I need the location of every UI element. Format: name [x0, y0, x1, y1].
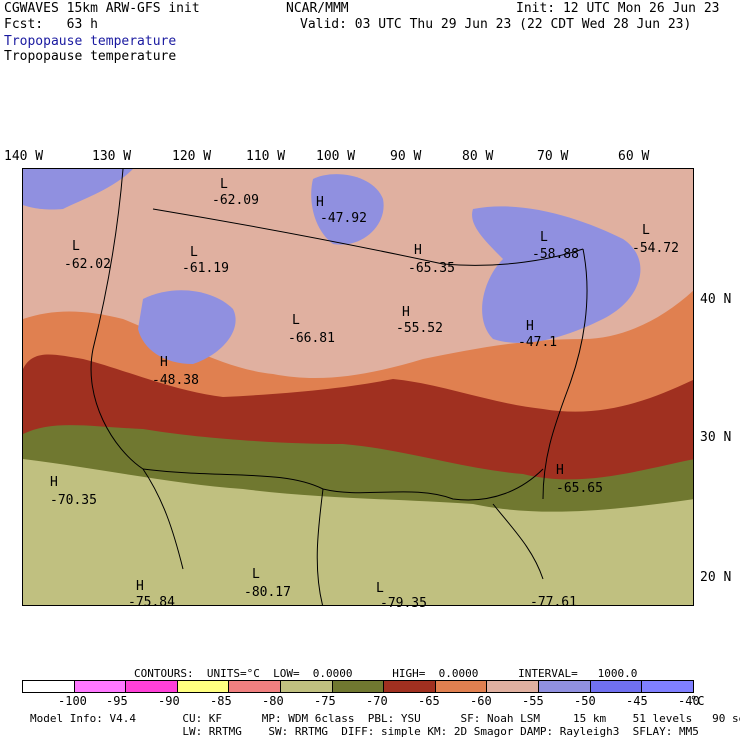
- extremum-letter: H: [50, 475, 58, 490]
- lat-label: 30 N: [700, 430, 732, 445]
- cold-patch-northeast: [472, 206, 641, 343]
- colorbar: [22, 680, 694, 693]
- extremum-value: -62.09: [212, 193, 259, 208]
- extremum-value: -79.35: [380, 596, 427, 611]
- extremum-letter: L: [292, 313, 300, 328]
- extremum-letter: L: [252, 567, 260, 582]
- extremum-value: -75.84: [128, 595, 175, 610]
- colorbar-swatch: [332, 681, 385, 692]
- extremum-value: -80.17: [244, 585, 291, 600]
- extremum-letter: L: [190, 245, 198, 260]
- cold-patch-west: [138, 290, 236, 364]
- forecast-hour: Fcst: 63 h: [4, 17, 98, 32]
- extremum-value: -65.65: [556, 481, 603, 496]
- lon-label: 70 W: [537, 149, 569, 164]
- colorbar-tick: -45: [626, 694, 648, 708]
- organization-label: NCAR/MMM: [286, 1, 349, 16]
- colorbar-tick: -95: [106, 694, 128, 708]
- colorbar-swatch: [23, 681, 75, 692]
- coastlines-and-borders: [90, 169, 588, 605]
- extremum-letter: L: [540, 230, 548, 245]
- model-title: CGWAVES 15km ARW-GFS init: [4, 1, 200, 16]
- lon-label: 60 W: [618, 149, 650, 164]
- lon-label: 120 W: [172, 149, 212, 164]
- colorbar-tick: -90: [158, 694, 180, 708]
- colorbar-tick: -50: [574, 694, 596, 708]
- colorbar-swatch: [435, 681, 488, 692]
- lon-label: 90 W: [390, 149, 422, 164]
- colorbar-unit: °C: [690, 694, 705, 708]
- colorbar-tick: -40: [678, 694, 700, 708]
- field-title: Tropopause temperature: [4, 49, 177, 64]
- colorbar-swatch: [74, 681, 127, 692]
- model-info-line1: Model Info: V4.4 CU: KF MP: WDM 6class P…: [30, 712, 740, 725]
- init-time: Init: 12 UTC Mon 26 Jun 23: [516, 1, 720, 16]
- extremum-value: -58.88: [532, 247, 579, 262]
- extremum-letter: H: [526, 319, 534, 334]
- lon-label: 110 W: [246, 149, 286, 164]
- map-canvas: [23, 169, 693, 605]
- lon-label: 100 W: [316, 149, 356, 164]
- contour-info: CONTOURS: UNITS=°C LOW= 0.0000 HIGH= 0.0…: [134, 667, 638, 680]
- colorbar-swatch: [281, 681, 333, 692]
- lon-label: 130 W: [92, 149, 132, 164]
- extremum-value: -62.02: [64, 257, 111, 272]
- colorbar-swatch: [126, 681, 178, 692]
- colorbar-tick: -60: [470, 694, 492, 708]
- colorbar-swatch: [642, 681, 693, 692]
- colorbar-swatch: [590, 681, 643, 692]
- extremum-value: -47.1: [518, 335, 558, 350]
- lon-label: 80 W: [462, 149, 494, 164]
- extremum-letter: H: [316, 195, 324, 210]
- valid-time: Valid: 03 UTC Thu 29 Jun 23 (22 CDT Wed …: [300, 17, 692, 32]
- colorbar-tick: -85: [210, 694, 232, 708]
- extremum-letter: H: [160, 355, 168, 370]
- colorbar-tick: -55: [522, 694, 544, 708]
- extremum-value: -70.35: [50, 493, 97, 508]
- extremum-value: -66.81: [288, 331, 335, 346]
- lat-label: 40 N: [700, 292, 732, 307]
- extremum-letter: H: [414, 243, 422, 258]
- extremum-letter: L: [72, 239, 80, 254]
- colorbar-swatch: [487, 681, 540, 692]
- extremum-letter: H: [402, 305, 410, 320]
- extremum-letter: L: [220, 177, 228, 192]
- extremum-value: -65.35: [408, 261, 455, 276]
- extremum-value: -61.19: [182, 261, 229, 276]
- extremum-value: -55.52: [396, 321, 443, 336]
- colorbar-swatch: [229, 681, 282, 692]
- colorbar-swatch: [177, 681, 230, 692]
- colorbar-tick: -65: [418, 694, 440, 708]
- extremum-value: -77.61: [530, 595, 577, 610]
- extremum-value: -47.92: [320, 211, 367, 226]
- colorbar-tick: -70: [366, 694, 388, 708]
- extremum-value: -54.72: [632, 241, 679, 256]
- extremum-letter: H: [136, 579, 144, 594]
- extremum-letter: H: [556, 463, 564, 478]
- field-title-colored: Tropopause temperature: [4, 34, 177, 49]
- colorbar-swatch: [539, 681, 591, 692]
- lon-label: 140 W: [4, 149, 44, 164]
- cold-patch-northwest: [23, 169, 133, 210]
- extremum-value: -48.38: [152, 373, 199, 388]
- tropopause-temperature-map: [22, 168, 694, 606]
- extremum-letter: L: [376, 581, 384, 596]
- extremum-letter: L: [642, 223, 650, 238]
- colorbar-tick: -100: [58, 694, 87, 708]
- cold-patch-north-central: [311, 174, 384, 245]
- lat-label: 20 N: [700, 570, 732, 585]
- colorbar-tick: -80: [262, 694, 284, 708]
- model-info-line2: LW: RRTMG SW: RRTMG DIFF: simple KM: 2D …: [30, 725, 699, 738]
- colorbar-swatch: [384, 681, 436, 692]
- colorbar-tick: -75: [314, 694, 336, 708]
